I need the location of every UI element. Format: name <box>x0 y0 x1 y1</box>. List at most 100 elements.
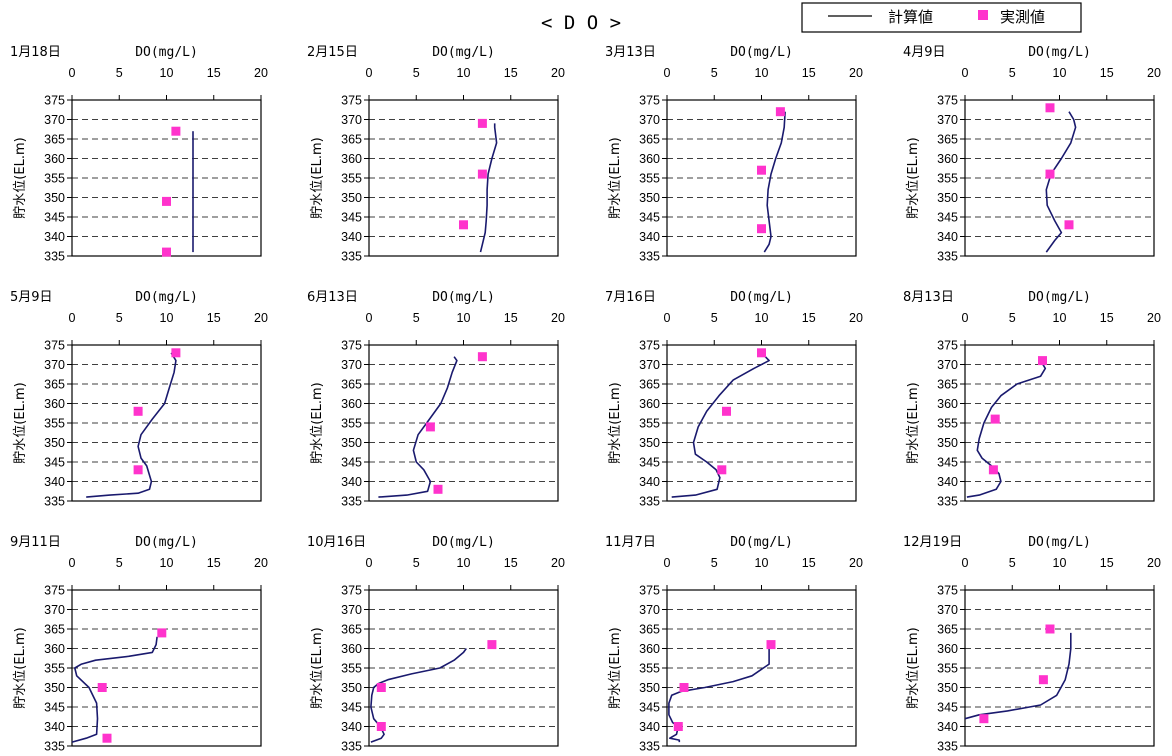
panel-10-x-tick-label-5: 5 <box>413 556 420 570</box>
panel-2-obs-point-3 <box>459 220 468 230</box>
panel-12: 12月19日 DO(mg/L) 0 5 10 15 20 335 340 345 350 355 360… <box>903 535 1161 754</box>
panel-3-y-tick-label-345: 345 <box>639 211 660 225</box>
panel-11-y-tick-label-360: 360 <box>639 642 660 656</box>
panel-3-x-tick-label-20: 20 <box>849 66 863 80</box>
panel-7-obs-point-2 <box>722 406 731 416</box>
panel-6-y-tick-label-365: 365 <box>341 378 362 392</box>
panel-1-y-tick-label-350: 350 <box>44 191 65 205</box>
panel-2-y-tick-label-345: 345 <box>341 211 362 225</box>
panel-11-x-tick-label-0: 0 <box>664 556 671 570</box>
panel-5-y-tick-label-360: 360 <box>44 397 65 411</box>
panel-2-y-tick-label-335: 335 <box>341 250 362 264</box>
panel-5-y-axis-label: 貯水位(EL.m) <box>13 382 28 463</box>
panel-5-y-tick-label-355: 355 <box>44 417 65 431</box>
panel-9-x-tick-label-15: 15 <box>207 556 221 570</box>
panel-11-x-tick-label-10: 10 <box>755 556 769 570</box>
panel-8-y-axis-label: 貯水位(EL.m) <box>906 382 921 463</box>
panel-3-x-tick-label-0: 0 <box>664 66 671 80</box>
panel-4-obs-point-3 <box>1064 220 1074 230</box>
panel-12-obs-point-3 <box>979 714 989 724</box>
panel-2-x-tick-label-10: 10 <box>457 66 471 80</box>
panel-8-x-axis-label: DO(mg/L) <box>1028 290 1091 305</box>
panel-10-calc-line <box>370 648 467 743</box>
panel-4-x-tick-label-5: 5 <box>1009 66 1016 80</box>
panel-10-obs-point-2 <box>376 683 386 692</box>
legend-box <box>801 2 1082 33</box>
panel-7-x-tick-label-15: 15 <box>802 311 816 325</box>
panel-9-y-tick-label-335: 335 <box>44 740 65 754</box>
panel-5: 5月9日 DO(mg/L) 0 5 10 15 20 335 340 345 350 355 360 36… <box>10 290 268 509</box>
panel-3-calc-line <box>763 111 786 253</box>
panel-6-y-tick-label-350: 350 <box>341 436 362 450</box>
panel-2-y-axis-label: 貯水位(EL.m) <box>310 137 325 218</box>
panel-6-x-tick-label-15: 15 <box>504 311 518 325</box>
panel-9-obs-point-2 <box>97 683 107 692</box>
panel-10: 10月16日 DO(mg/L) 0 5 10 15 20 335 340 345 350 355 360… <box>307 535 565 754</box>
panel-1-x-tick-label-15: 15 <box>207 66 221 80</box>
panel-5-x-tick-label-10: 10 <box>160 311 174 325</box>
panel-2-y-tick-label-355: 355 <box>341 172 362 186</box>
panel-8-y-tick-label-375: 375 <box>937 339 958 353</box>
panel-6-y-tick-label-345: 345 <box>341 456 362 470</box>
panel-7-y-tick-label-365: 365 <box>639 378 660 392</box>
panel-7-y-tick-label-360: 360 <box>639 397 660 411</box>
panel-2-x-tick-label-15: 15 <box>504 66 518 80</box>
panel-8-y-tick-label-370: 370 <box>937 358 958 372</box>
panel-11-y-tick-label-375: 375 <box>639 584 660 598</box>
panel-6-y-tick-label-340: 340 <box>341 475 362 489</box>
panel-8-y-tick-label-355: 355 <box>937 417 958 431</box>
panel-7-y-tick-label-345: 345 <box>639 456 660 470</box>
panel-11-y-axis-label: 貯水位(EL.m) <box>608 627 623 708</box>
panel-9-y-tick-label-360: 360 <box>44 642 65 656</box>
panel-6-x-tick-label-10: 10 <box>457 311 471 325</box>
panel-11-y-tick-label-350: 350 <box>639 681 660 695</box>
panel-10-y-tick-label-365: 365 <box>341 623 362 637</box>
panel-10-y-tick-label-340: 340 <box>341 720 362 734</box>
panel-12-y-tick-label-345: 345 <box>937 701 958 715</box>
panel-6-y-tick-label-355: 355 <box>341 417 362 431</box>
panel-3-y-tick-label-350: 350 <box>639 191 660 205</box>
panel-11-x-tick-label-5: 5 <box>711 556 718 570</box>
legend-marker-swatch <box>978 10 988 20</box>
panel-9-y-tick-label-375: 375 <box>44 584 65 598</box>
panel-7-y-tick-label-375: 375 <box>639 339 660 353</box>
panel-12-date-title: 12月19日 <box>903 535 962 550</box>
panel-8-y-tick-label-335: 335 <box>937 495 958 509</box>
panel-4-x-tick-label-0: 0 <box>962 66 969 80</box>
panel-4-obs-point-2 <box>1045 169 1055 179</box>
panel-4-y-tick-label-360: 360 <box>937 152 958 166</box>
panel-12-x-tick-label-15: 15 <box>1100 556 1114 570</box>
panel-3-x-axis-label: DO(mg/L) <box>730 45 793 60</box>
panel-3-y-tick-label-370: 370 <box>639 113 660 127</box>
panel-9-x-tick-label-10: 10 <box>160 556 174 570</box>
panel-12-y-axis-label: 貯水位(EL.m) <box>906 627 921 708</box>
panel-1-x-tick-label-5: 5 <box>116 66 123 80</box>
panel-8-y-tick-label-360: 360 <box>937 397 958 411</box>
panel-6-y-tick-label-370: 370 <box>341 358 362 372</box>
panel-10-y-tick-label-370: 370 <box>341 603 362 617</box>
panel-2-date-title: 2月15日 <box>307 45 358 60</box>
panel-6-x-axis-label: DO(mg/L) <box>432 290 495 305</box>
panel-12-y-tick-label-340: 340 <box>937 720 958 734</box>
panel-10-x-tick-label-10: 10 <box>457 556 471 570</box>
panel-7-x-tick-label-0: 0 <box>664 311 671 325</box>
panel-9-obs-point-3 <box>102 733 112 743</box>
panel-9-x-tick-label-5: 5 <box>116 556 123 570</box>
panel-9-y-tick-label-350: 350 <box>44 681 65 695</box>
panel-12-y-tick-label-335: 335 <box>937 740 958 754</box>
panel-9-y-tick-label-365: 365 <box>44 623 65 637</box>
panel-11-obs-point-2 <box>679 683 689 692</box>
panel-2-y-tick-label-360: 360 <box>341 152 362 166</box>
panel-4-x-axis-label: DO(mg/L) <box>1028 45 1091 60</box>
panel-5-x-tick-label-20: 20 <box>254 311 268 325</box>
figure-legend: 計算値 実測値 <box>801 2 1082 33</box>
panel-1-y-tick-label-355: 355 <box>44 172 65 186</box>
panel-8: 8月13日 DO(mg/L) 0 5 10 15 20 335 340 345 350 355 360 3… <box>903 290 1161 509</box>
panel-8-obs-point-1 <box>1038 356 1047 366</box>
panel-8-x-tick-label-20: 20 <box>1147 311 1161 325</box>
panel-8-date-title: 8月13日 <box>903 290 954 305</box>
panel-5-x-tick-label-15: 15 <box>207 311 221 325</box>
panel-11-obs-point-3 <box>673 722 683 731</box>
panel-5-x-axis-label: DO(mg/L) <box>135 290 198 305</box>
panel-3-x-tick-label-5: 5 <box>711 66 718 80</box>
